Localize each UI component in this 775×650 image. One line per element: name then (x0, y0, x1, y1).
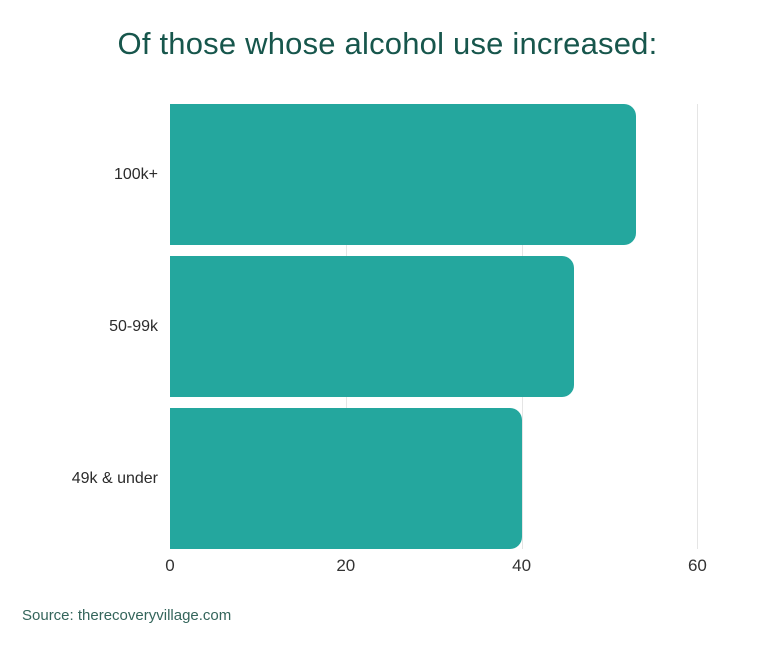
category-label: 50-99k (109, 317, 158, 335)
bar-50-99k (170, 256, 575, 397)
bar-track (170, 104, 775, 245)
bar-row: 100k+ (0, 104, 775, 245)
chart-title: Of those whose alcohol use increased: (117, 26, 658, 61)
bar-track (170, 256, 775, 397)
x-tick-label-60: 60 (687, 556, 707, 575)
bar-100k- (170, 104, 636, 245)
bar-rows: 100k+ 50-99k 49k & under (0, 104, 775, 549)
bar-49k-under (170, 408, 522, 549)
bar-track (170, 408, 775, 549)
category-label: 49k & under (71, 469, 158, 487)
x-tick-label-0: 0 (165, 556, 175, 575)
x-tick-label-40: 40 (512, 556, 532, 575)
bar-row: 50-99k (0, 256, 775, 397)
bar-row: 49k & under (0, 408, 775, 549)
gridline-60 (697, 104, 699, 549)
source-text: Source: therecoveryvillage.com (22, 607, 232, 624)
x-tick-label-20: 20 (336, 556, 356, 575)
bar-chart: 100k+ 50-99k 49k & under (0, 104, 775, 549)
x-axis: 0 20 40 60 (0, 556, 775, 580)
category-label: 100k+ (113, 165, 158, 183)
